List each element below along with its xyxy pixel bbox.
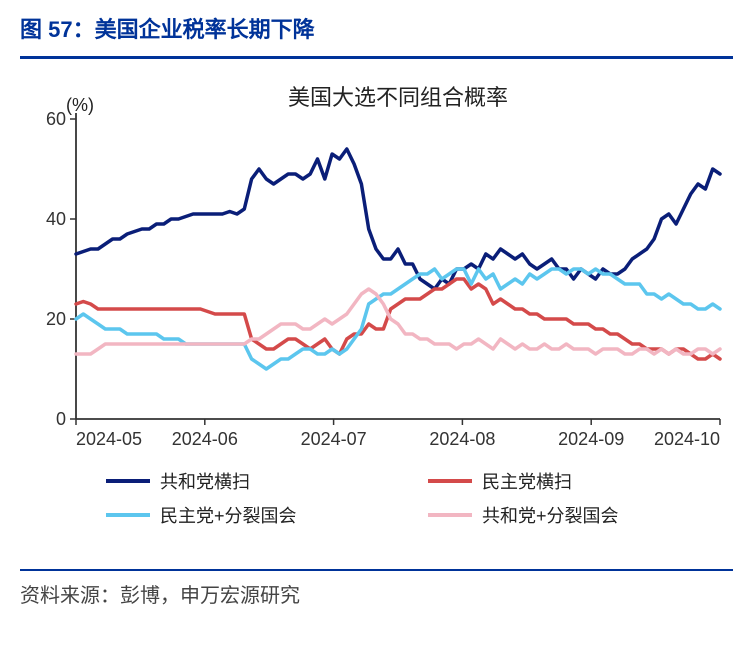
svg-text:2024-08: 2024-08 xyxy=(429,429,495,449)
svg-text:20: 20 xyxy=(46,309,66,329)
svg-text:60: 60 xyxy=(46,109,66,129)
svg-text:共和党横扫: 共和党横扫 xyxy=(160,472,250,492)
chart: 美国大选不同组合概率 (%) 0 20 40 60 2024-05 2024-06 2024-0… xyxy=(20,79,733,569)
figure-title: 图 57：美国企业税率长期下降 xyxy=(20,12,733,44)
svg-text:(%): (%) xyxy=(66,95,94,115)
svg-text:2024-09: 2024-09 xyxy=(558,429,624,449)
svg-text:2024-07: 2024-07 xyxy=(301,429,367,449)
svg-text:2024-05: 2024-05 xyxy=(76,429,142,449)
svg-text:民主党+分裂国会: 民主党+分裂国会 xyxy=(160,506,297,526)
svg-text:2024-06: 2024-06 xyxy=(172,429,238,449)
svg-text:民主党横扫: 民主党横扫 xyxy=(482,472,572,492)
svg-text:0: 0 xyxy=(56,409,66,429)
source-text: 资料来源：彭博，申万宏源研究 xyxy=(20,579,733,608)
chart-svg: 美国大选不同组合概率 (%) 0 20 40 60 2024-05 2024-06 2024-0… xyxy=(20,79,733,569)
header-rule xyxy=(20,56,733,59)
svg-text:共和党+分裂国会: 共和党+分裂国会 xyxy=(482,506,619,526)
svg-text:美国大选不同组合概率: 美国大选不同组合概率 xyxy=(288,85,508,110)
svg-text:40: 40 xyxy=(46,209,66,229)
svg-text:2024-10: 2024-10 xyxy=(654,429,720,449)
